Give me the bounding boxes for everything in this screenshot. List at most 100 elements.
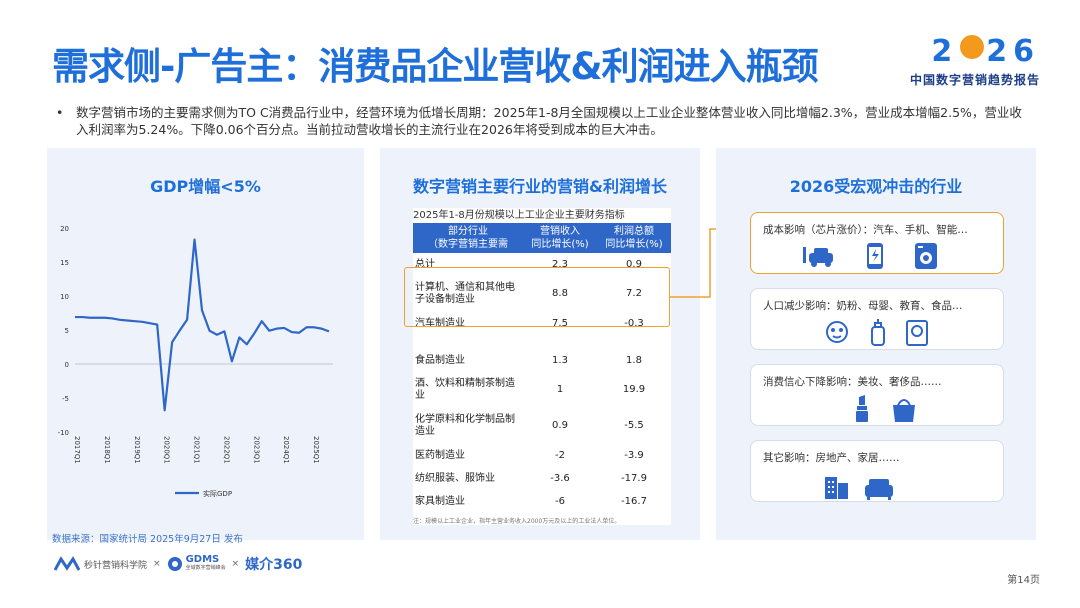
- smartphone-icon: [867, 243, 883, 269]
- sofa-icon: [865, 479, 893, 500]
- brand-meijie360: 媒介360: [245, 557, 303, 573]
- cell-revenue-growth: -3.6: [550, 472, 570, 484]
- cell-profit-growth: -3.9: [624, 449, 644, 461]
- x-tick-label: 2020Q1: [163, 436, 171, 464]
- gdp-panel-title: GDP增幅<5%: [150, 177, 261, 196]
- table-row: 汽车制造业 7.5 -0.3: [413, 312, 671, 335]
- logo-zero-dot: [960, 35, 985, 59]
- page-title: 需求侧-广告主：消费品企业营收&利润进入瓶颈: [52, 45, 819, 88]
- table-row: 医药制造业 -2 -3.9: [413, 444, 671, 467]
- data-source: 数据来源：国家统计局 2025年9月27日 发布: [52, 534, 243, 545]
- footer-brands: 秒针营销科学院 × GDMS 全域数字营销峰会 × 媒介360: [54, 552, 302, 576]
- legend-label: 实际GDP: [203, 489, 232, 498]
- handbag-icon: [893, 399, 915, 422]
- x-tick-label: 2018Q1: [103, 436, 111, 464]
- y-tick-label: 15: [60, 259, 69, 267]
- impact-panel-title: 2026受宏观冲击的行业: [789, 177, 963, 196]
- cell-revenue-growth: 1: [556, 384, 564, 395]
- cell-industry: 食品制造业: [415, 354, 465, 366]
- car-charging-icon: [803, 247, 833, 267]
- gdp-series-line: [75, 238, 330, 412]
- table-row: 酒、饮料和精制茶制造业 1 19.9: [413, 372, 671, 408]
- summary-bullet: • 数字营销市场的主要需求侧为TO C消费品行业中，经营环境为低增长周期：202…: [56, 104, 1031, 138]
- cell-industry: 纺织服装、服饰业: [415, 472, 495, 484]
- book-icon: [906, 320, 928, 346]
- washing-machine-icon: [915, 243, 937, 269]
- cell-industry: 酒、饮料和精制茶制造业: [415, 378, 515, 401]
- baby-bottle-icon: [871, 319, 885, 346]
- impact-card-population: 人口减少影响：奶粉、母婴、教育、食品…: [750, 288, 1004, 350]
- cell-industry: 汽车制造业: [415, 317, 465, 329]
- brand-separator: ×: [231, 559, 240, 569]
- report-logo: 2 26 中国数字营销趋势报告: [910, 34, 1040, 88]
- impact-card-confidence: 消费信心下降影响：美妆、奢侈品……: [750, 364, 1004, 426]
- cell-revenue-growth: 8.8: [552, 288, 568, 299]
- miaozhen-logo-icon: [54, 556, 80, 571]
- table-row: 计算机、通信和其他电子设备制造业 8.8 7.2: [413, 276, 671, 312]
- cell-revenue-growth: 0.9: [552, 420, 568, 431]
- table-row: 纺织服装、服饰业 -3.6 -17.9: [413, 467, 671, 490]
- impact-card-other: 其它影响：房地产、家居……: [750, 440, 1004, 502]
- x-tick-label: 2021Q1: [193, 436, 201, 464]
- cell-profit-growth: 1.8: [626, 354, 642, 366]
- cell-profit-growth: 7.2: [626, 288, 642, 299]
- industry-table: 部分行业 （数字营销主要需 营销收入 同比增长(%) 利润总额 同比增长(%) …: [413, 223, 671, 513]
- lipstick-icon: [856, 395, 868, 422]
- cell-profit-growth: -17.9: [621, 472, 647, 484]
- x-tick-label: 2019Q1: [133, 436, 141, 464]
- col-header-profit: 利润总额 同比增长(%): [597, 223, 671, 253]
- table-row: 化学原料和化学制品制造业 0.9 -5.5: [413, 408, 671, 444]
- cell-revenue-growth: -6: [555, 495, 565, 507]
- impact-card-label: 人口减少影响：奶粉、母婴、教育、食品…: [763, 300, 963, 312]
- gdp-line-chart: 20 15 10 5 0 -5 -10 2017Q1 2018Q1 2019Q1 2020Q1 202…: [58, 225, 333, 498]
- x-tick-label: 2025Q1: [312, 436, 320, 464]
- cell-industry: 医药制造业: [415, 449, 465, 461]
- brand-separator: ×: [153, 559, 161, 569]
- table-footnote: 注：规模以上工业企业，指年主营业务收入2000万元及以上的工业法人单位。: [413, 518, 621, 525]
- brand-gdms-sub: 全域数字营销峰会: [185, 565, 226, 571]
- table-row: 总计 2.3 0.9: [413, 253, 671, 276]
- cell-industry: 家具制造业: [415, 495, 465, 507]
- highlight-box: [404, 267, 670, 327]
- building-icon: [825, 477, 848, 499]
- logo-year: 2 26: [931, 34, 1040, 69]
- gdms-logo-icon: [167, 557, 182, 571]
- cell-profit-growth: -0.3: [624, 317, 644, 329]
- cell-profit-growth: 0.9: [626, 258, 642, 270]
- brand-miaozhen: 秒针营销科学院: [84, 560, 148, 571]
- x-tick-label: 2017Q1: [73, 436, 81, 464]
- x-tick-label: 2024Q1: [282, 436, 290, 464]
- table-caption: 2025年1-8月份规模以上工业企业主要财务指标: [413, 210, 625, 221]
- y-tick-label: 20: [60, 225, 69, 233]
- impact-card-label: 消费信心下降影响：美妆、奢侈品……: [763, 376, 942, 388]
- brand-gdms: GDMS: [185, 554, 220, 565]
- summary-text: 数字营销市场的主要需求侧为TO C消费品行业中，经营环境为低增长周期：2025年…: [76, 105, 1022, 137]
- cell-profit-growth: -16.7: [621, 495, 647, 507]
- table-row: 家具制造业 -6 -16.7: [413, 490, 671, 513]
- cell-revenue-growth: 2.3: [552, 258, 568, 270]
- industry-table-wrap: 2025年1-8月份规模以上工业企业主要财务指标 部分行业 （数字营销主要需 营…: [413, 208, 671, 525]
- table-row: 食品制造业 1.3 1.8: [413, 349, 671, 372]
- cell-revenue-growth: 1.3: [552, 354, 568, 366]
- industry-table-panel: 数字营销主要行业的营销&利润增长 2025年1-8月份规模以上工业企业主要财务指…: [380, 148, 700, 540]
- cell-profit-growth: -5.5: [624, 420, 644, 431]
- impact-card-label: 成本影响（芯片涨价）：汽车、手机、智能…: [763, 224, 968, 236]
- cell-industry: 化学原料和化学制品制造业: [415, 414, 515, 437]
- col-header-industry: 部分行业 （数字营销主要需: [413, 223, 523, 253]
- x-tick-label: 2023Q1: [252, 436, 260, 464]
- impact-card-label: 其它影响：房地产、家居……: [763, 452, 900, 464]
- page-number: 第14页: [1007, 575, 1040, 586]
- y-tick-label: -5: [62, 395, 69, 403]
- impact-card-cost: 成本影响（芯片涨价）：汽车、手机、智能…: [750, 212, 1004, 274]
- cell-revenue-growth: 7.5: [552, 317, 568, 329]
- impact-panel: 2026受宏观冲击的行业 成本影响（芯片涨价）：汽车、手机、智能…: [716, 148, 1036, 540]
- y-tick-label: 10: [60, 293, 69, 301]
- y-tick-label: -10: [58, 429, 69, 437]
- logo-subtitle: 中国数字营销趋势报告: [909, 73, 1040, 87]
- bullet-dot: •: [56, 105, 64, 120]
- y-tick-label: 5: [65, 327, 69, 335]
- y-tick-label: 0: [65, 361, 69, 369]
- col-header-revenue: 营销收入 同比增长(%): [523, 223, 597, 253]
- table-panel-title: 数字营销主要行业的营销&利润增长: [413, 177, 667, 196]
- cell-profit-growth: 19.9: [622, 384, 646, 395]
